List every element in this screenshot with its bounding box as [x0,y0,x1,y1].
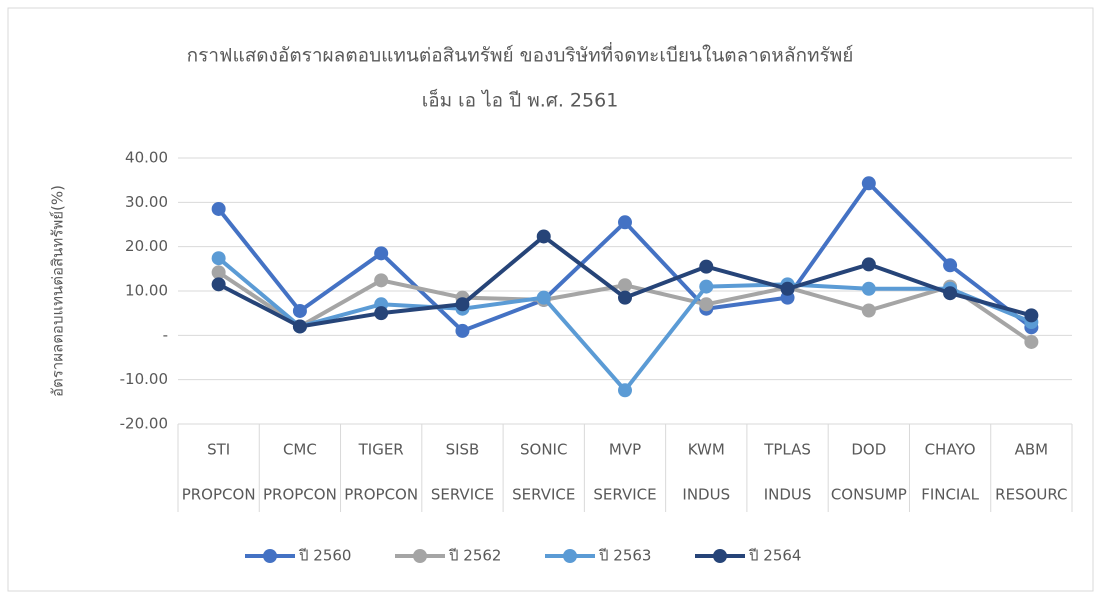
x-tick-label: STI [207,441,230,459]
data-point [211,201,226,216]
x-tick-label: MVP [609,441,641,459]
y-tick-label: 30.00 [125,193,168,211]
x-tick-label: FINCIAL [921,486,979,504]
data-point [861,176,876,191]
y-tick-label: -20.00 [120,415,168,433]
data-point [699,259,714,274]
x-tick-label: RESOURC [995,486,1067,504]
legend-label: ปี 2562 [448,547,501,565]
x-tick-label: KWM [688,441,725,459]
data-point [1024,334,1039,349]
y-tick-label: -10.00 [120,370,168,388]
data-point [861,281,876,296]
data-point [292,303,307,318]
legend-marker [263,549,277,563]
data-point [618,290,632,305]
y-axis-label: อัตราผลตอบแทนต่อสินทรัพย์(%) [49,185,67,397]
data-point [943,258,958,273]
x-tick-label: PROPCON [344,486,418,504]
x-tick-label: TPLAS [763,441,811,459]
x-tick-label: TIGER [358,441,404,459]
y-tick-label: 40.00 [125,149,168,167]
data-point [211,265,226,280]
data-point [861,303,876,318]
legend-marker [413,549,427,563]
x-tick-label: INDUS [764,486,812,504]
data-point [618,278,632,293]
data-point [292,319,307,334]
y-tick-label: - [163,326,168,344]
data-point [699,297,714,312]
x-tick-label: SONIC [520,441,567,459]
data-point [536,290,551,305]
x-tick-label: SISB [446,441,480,459]
x-tick-label: CONSUMP [831,486,907,504]
x-tick-label: PROPCON [263,486,337,504]
chart-subtitle: เอ็ม เอ ไอ ปี พ.ศ. 2561 [422,88,619,112]
x-tick-label: SERVICE [431,486,494,504]
chart-frame [7,7,1094,592]
x-tick-label: INDUS [682,486,730,504]
data-point [211,251,226,266]
x-tick-label: DOD [851,441,886,459]
data-point [699,279,714,294]
data-point [536,229,551,244]
x-tick-label: SERVICE [512,486,575,504]
x-tick-label: CHAYO [925,441,976,459]
legend-marker [563,549,577,563]
data-point [618,215,632,230]
data-point [780,281,795,296]
legend-marker [713,549,727,563]
y-tick-label: 20.00 [125,237,168,255]
data-point [374,246,389,261]
x-tick-label: SERVICE [593,486,656,504]
data-point [211,277,226,292]
y-tick-label: 10.00 [125,282,168,300]
legend-label: ปี 2564 [748,547,801,565]
x-tick-label: PROPCON [182,486,256,504]
legend-label: ปี 2560 [298,547,351,565]
data-point [1024,308,1039,323]
data-point [374,273,389,288]
series-line [217,181,1033,333]
legend-label: ปี 2563 [598,547,651,565]
x-tick-label: CMC [283,441,317,459]
x-tick-label: ABM [1015,441,1049,459]
data-point [861,257,876,272]
data-point [943,286,958,301]
chart-title: กราฟแสดงอัตราผลตอบแทนต่อสินทรัพย์ ของบริ… [187,42,854,67]
data-point [374,306,389,321]
data-point [455,297,470,312]
data-point [455,323,470,338]
data-point [618,383,632,398]
